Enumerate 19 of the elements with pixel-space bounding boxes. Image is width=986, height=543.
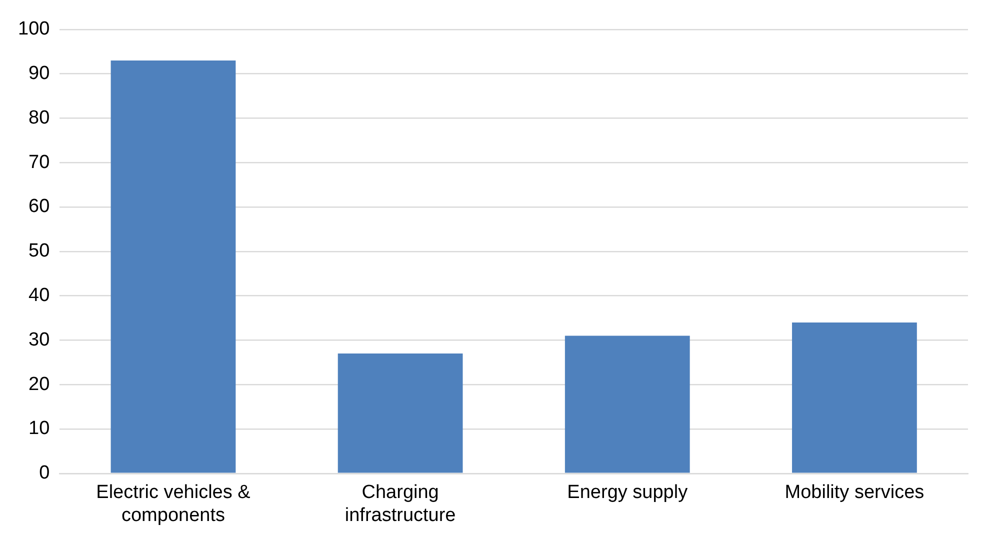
- x-tick-label: Energy supply: [567, 482, 688, 504]
- y-tick-label: 0: [39, 462, 50, 484]
- bar: [564, 336, 690, 473]
- y-tick-label: 10: [28, 418, 50, 440]
- x-tick-label: Charging infrastructure: [344, 482, 456, 526]
- bar: [338, 354, 463, 473]
- y-tick-label: 90: [28, 63, 50, 84]
- x-tick-label: Mobility services: [784, 482, 924, 504]
- y-tick-label: 60: [28, 196, 50, 218]
- y-tick-label: 30: [28, 329, 50, 350]
- y-tick-label: 80: [28, 107, 50, 128]
- x-tick-label: Electric vehicles & components: [96, 482, 251, 526]
- bar: [110, 60, 236, 473]
- y-tick-label: 50: [28, 240, 50, 262]
- y-tick-label: 20: [28, 374, 50, 395]
- bar: [792, 322, 917, 473]
- y-tick-label: 100: [18, 18, 50, 40]
- y-tick-label: 70: [28, 152, 50, 173]
- y-tick-label: 40: [28, 285, 50, 306]
